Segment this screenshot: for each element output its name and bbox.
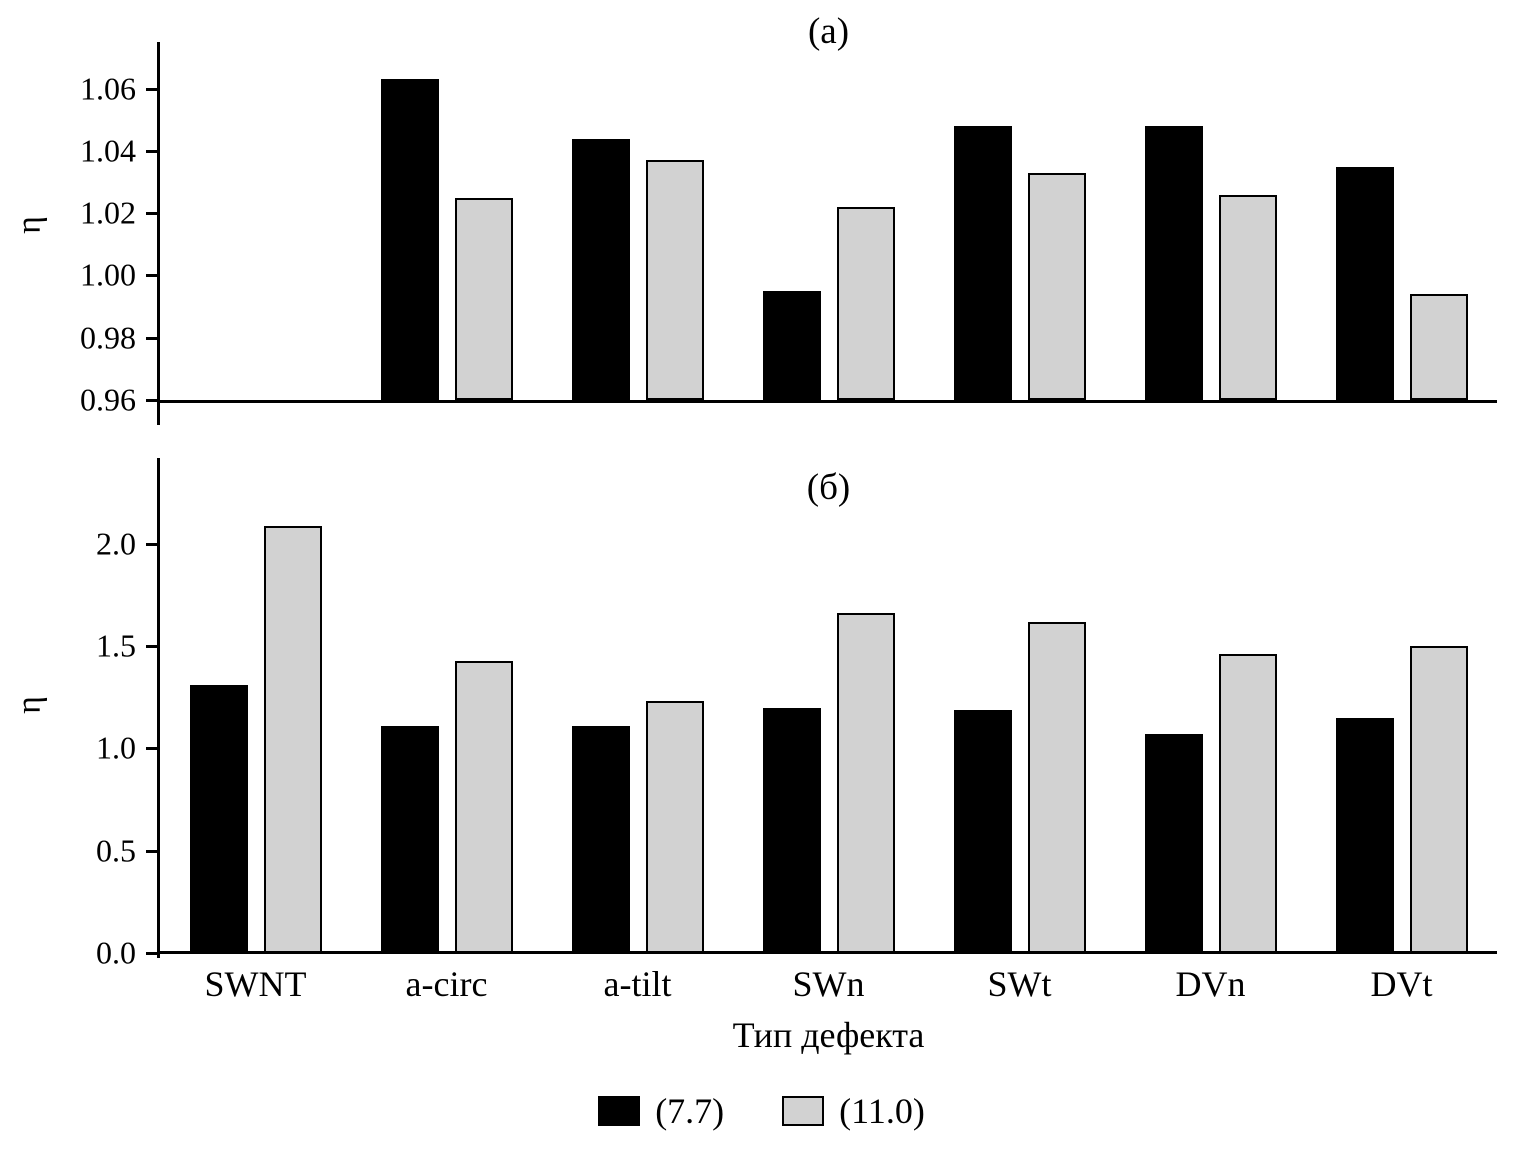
- x-category-label-SWNT: SWNT: [204, 964, 307, 1004]
- bar-a-circ-(11.0): [454, 197, 513, 400]
- panel-a-y-ticks: 0.96 0.98 1.00 1.02 1.04 1.06: [36, 42, 158, 418]
- y-tick-label: 1.06: [80, 70, 136, 107]
- y-tick-label: 0.5: [96, 832, 136, 869]
- panel-b-y-axis-line: [157, 458, 160, 958]
- bar-DVn-(11.0): [1218, 194, 1277, 400]
- panel-b-x-axis-line: [157, 951, 1497, 954]
- bar-DVn-(7.7): [1144, 734, 1203, 953]
- bar-a-tilt-(11.0): [645, 160, 704, 400]
- bar-a-circ-(11.0): [454, 660, 513, 953]
- bar-a-circ-(7.7): [380, 725, 439, 953]
- y-tick-label: 0.0: [96, 934, 136, 971]
- panel-a-title: (а): [807, 11, 850, 52]
- bar-SWt-(7.7): [953, 126, 1012, 400]
- legend-swatch-7-7: [598, 1096, 641, 1126]
- bar-DVt-(11.0): [1409, 646, 1468, 953]
- bar-SWn-(11.0): [836, 207, 895, 400]
- bar-SWn-(7.7): [762, 707, 821, 953]
- bar-DVt-(7.7): [1335, 717, 1394, 953]
- bar-SWNT-(7.7): [189, 685, 248, 953]
- bar-DVn-(7.7): [1144, 126, 1203, 400]
- panel-b-y-ticks: 0.0 0.5 1.0 1.5 2.0: [36, 458, 158, 971]
- bar-SWn-(7.7): [762, 291, 821, 400]
- y-tick-label: 2.0: [96, 525, 136, 562]
- bar-a-tilt-(7.7): [571, 725, 630, 953]
- y-tick-mark: [146, 87, 158, 91]
- x-category-label-SWt: SWt: [987, 964, 1052, 1004]
- legend: (7.7) (11.0): [0, 1090, 1523, 1132]
- bar-DVt-(7.7): [1335, 166, 1394, 400]
- legend-item-11-0: (11.0): [782, 1090, 925, 1132]
- y-tick-label: 1.02: [80, 194, 136, 231]
- y-tick-label: 1.0: [96, 729, 136, 766]
- y-tick-label: 1.5: [96, 627, 136, 664]
- x-category-label-a-circ: a-circ: [405, 964, 488, 1004]
- legend-item-7-7: (7.7): [598, 1090, 724, 1132]
- y-tick-mark: [146, 542, 158, 546]
- bar-a-tilt-(7.7): [571, 138, 630, 400]
- x-category-label-a-tilt: a-tilt: [603, 964, 672, 1004]
- x-category-label-DVt: DVt: [1370, 964, 1433, 1004]
- panel-b-plot-area: [160, 458, 1497, 953]
- y-tick-mark: [146, 952, 158, 955]
- x-category-labels: SWNT a-circ a-tilt SWn SWt DVn DVt: [160, 963, 1497, 1011]
- y-tick-mark: [146, 849, 158, 853]
- x-axis-title: Тип дефекта: [732, 1015, 925, 1055]
- panel-a-y-axis-line: [157, 42, 160, 425]
- x-category-label-SWn: SWn: [792, 964, 865, 1004]
- bar-SWt-(11.0): [1027, 621, 1086, 953]
- legend-swatch-11-0: [782, 1096, 825, 1126]
- x-category-label-DVn: DVn: [1175, 964, 1246, 1004]
- bar-DVt-(11.0): [1409, 294, 1468, 400]
- y-tick-mark: [146, 399, 158, 402]
- bar-DVn-(11.0): [1218, 654, 1277, 953]
- bar-a-circ-(7.7): [380, 79, 439, 400]
- y-tick-mark: [146, 336, 158, 340]
- bar-SWt-(11.0): [1027, 172, 1086, 400]
- panel-a-plot-area: [160, 42, 1497, 400]
- legend-label-11-0: (11.0): [839, 1091, 925, 1131]
- panel-b-title: (б): [806, 467, 851, 508]
- y-tick-label: 1.00: [80, 256, 136, 293]
- y-tick-label: 0.96: [80, 381, 136, 418]
- bar-a-tilt-(11.0): [645, 701, 704, 953]
- y-tick-mark: [146, 747, 158, 751]
- y-tick-mark: [146, 149, 158, 153]
- bar-SWNT-(11.0): [263, 525, 322, 953]
- y-tick-mark: [146, 212, 158, 216]
- bar-SWn-(11.0): [836, 613, 895, 953]
- y-tick-label: 1.04: [80, 132, 136, 169]
- y-tick-mark: [146, 274, 158, 278]
- y-tick-label: 0.98: [80, 319, 136, 356]
- panel-a-x-axis-line: [157, 400, 1497, 403]
- y-tick-mark: [146, 645, 158, 649]
- legend-label-7-7: (7.7): [655, 1091, 725, 1131]
- bar-SWt-(7.7): [953, 709, 1012, 953]
